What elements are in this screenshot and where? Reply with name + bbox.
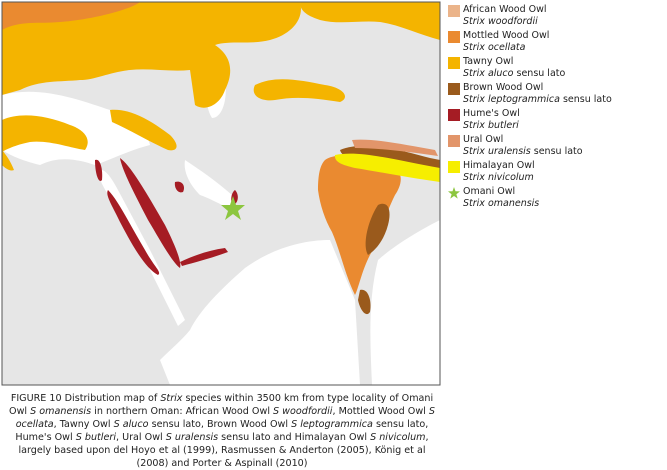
brown-wood-owl-ceylon <box>358 289 371 315</box>
tawny-owl-east <box>300 2 440 40</box>
legend-scientific: Strix nivicolum <box>463 172 534 183</box>
legend-scientific: Strix omanensis <box>463 198 539 209</box>
omani-owl-locality <box>221 196 245 220</box>
caption-segment: S omanensis <box>30 406 92 417</box>
caption-segment: in northern Oman: African Wood Owl <box>91 406 274 417</box>
scientific-name: Strix omanensis <box>463 198 540 209</box>
legend-item: Himalayan Owl Strix nivicolum <box>446 158 666 184</box>
caption-segment: S ocellata <box>15 406 439 430</box>
caption-segment: S nivicolum <box>370 432 426 443</box>
legend-scientific: Strix aluco sensu lato <box>463 68 565 79</box>
legend-name: Ural Owl <box>463 134 504 145</box>
scientific-name: Strix aluco <box>463 68 514 79</box>
legend-scientific: Strix leptogrammica sensu lato <box>463 94 612 105</box>
legend-name: African Wood Owl <box>463 4 547 15</box>
brown-wood-owl-india <box>365 203 390 255</box>
caption-segment: , Tawny Owl <box>53 419 114 430</box>
tawny-owl-africa <box>2 115 88 152</box>
caption-segment: S woodfordii <box>273 406 333 417</box>
qualifier: sensu lato <box>516 68 566 79</box>
caption-segment: S butleri <box>75 432 116 443</box>
legend-scientific: Strix uralensis sensu lato <box>463 146 583 157</box>
scientific-name: Strix leptogrammica <box>463 94 560 105</box>
legend-swatch <box>448 135 460 147</box>
scientific-name: Strix nivicolum <box>463 172 534 183</box>
legend-swatch <box>448 83 460 95</box>
caption-segment: FIGURE 10 Distribution map of <box>10 393 161 404</box>
legend-swatch <box>448 161 460 173</box>
qualifier: sensu lato <box>562 94 612 105</box>
map-frame <box>1 1 441 386</box>
caption-segment: Strix <box>160 393 183 404</box>
caption-segment: S leptogrammica <box>291 419 373 430</box>
ranges <box>2 2 440 315</box>
tawny-owl-range <box>2 2 301 108</box>
legend-item: Mottled Wood Owl Strix ocellata <box>446 28 666 54</box>
legend-scientific: Strix ocellata <box>463 42 525 53</box>
caption-segment: S aluco <box>113 419 149 430</box>
caption-segment: , largely based upon del Hoyo et al (199… <box>18 432 432 469</box>
legend-item: Brown Wood Owl Strix leptogrammica sensu … <box>446 80 666 106</box>
legend-name: Brown Wood Owl <box>463 82 544 93</box>
legend-item: Omani Owl Strix omanensis <box>446 184 666 210</box>
caption: FIGURE 10 Distribution map of Strix spec… <box>2 392 442 470</box>
ural-owl-range <box>352 139 438 156</box>
himalayan-owl-range <box>334 153 440 182</box>
scientific-name: Strix uralensis <box>463 146 531 157</box>
legend-item: Tawny Owl Strix aluco sensu lato <box>446 54 666 80</box>
scientific-name: Strix ocellata <box>463 42 526 53</box>
scientific-name: Strix woodfordii <box>463 16 538 27</box>
legend-swatch <box>448 57 460 69</box>
mottled-wood-owl-range <box>318 155 401 295</box>
caption-segment: , Ural Owl <box>115 432 166 443</box>
tawny-owl-central <box>253 79 345 102</box>
legend-scientific: Strix butleri <box>463 120 519 131</box>
caption-segment: S uralensis <box>165 432 219 443</box>
legend-name: Omani Owl <box>463 186 516 197</box>
legend: African Wood Owl Strix woodfordii Mottled … <box>446 2 666 210</box>
caption-segment: sensu lato, Brown Wood Owl <box>148 419 292 430</box>
legend-swatch <box>448 5 460 17</box>
scientific-name: Strix butleri <box>463 120 519 131</box>
legend-scientific: Strix woodfordii <box>463 16 538 27</box>
humes-owl-range <box>95 158 238 275</box>
map <box>1 1 441 386</box>
legend-item: Ural Owl Strix uralensis sensu lato <box>446 132 666 158</box>
caption-segment: sensu lato and Himalayan Owl <box>218 432 371 443</box>
tawny-owl-north <box>2 2 140 30</box>
legend-name: Hume's Owl <box>463 108 520 119</box>
tawny-owl-levant <box>110 109 177 151</box>
tawny-owl-africa2 <box>2 150 14 171</box>
star <box>448 187 460 199</box>
caption-segment: , Mottled Wood Owl <box>332 406 429 417</box>
legend-swatch <box>448 109 460 121</box>
caption-segment: sensu lato, Hume's Owl <box>15 419 432 443</box>
legend-item: Hume's Owl Strix butleri <box>446 106 666 132</box>
legend-item: African Wood Owl Strix woodfordii <box>446 2 666 28</box>
legend-name: Tawny Owl <box>463 56 514 67</box>
qualifier: sensu lato <box>533 146 583 157</box>
legend-name: Himalayan Owl <box>463 160 535 171</box>
legend-name: Mottled Wood Owl <box>463 30 550 41</box>
legend-star <box>448 187 460 199</box>
legend-swatch <box>448 31 460 43</box>
caption-segment: species within 3500 km from type localit… <box>9 393 437 417</box>
